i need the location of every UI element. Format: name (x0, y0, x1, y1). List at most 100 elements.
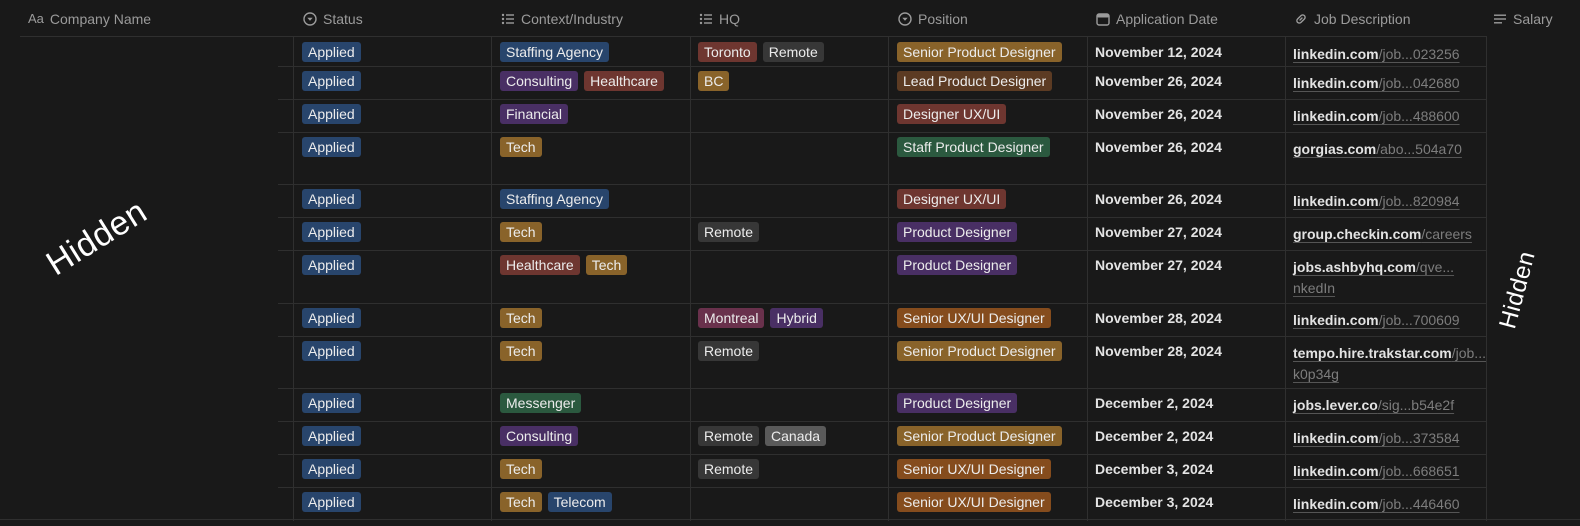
application-date-cell[interactable]: December 2, 2024 (1095, 395, 1214, 411)
job-description-link[interactable]: linkedin.com/job...668651 (1293, 461, 1460, 482)
position-cell[interactable]: Senior Product Designer (897, 42, 1062, 62)
job-description-link[interactable]: jobs.lever.co/sig...b54e2f (1293, 395, 1454, 416)
job-description-cell[interactable]: jobs.lever.co/sig...b54e2f (1293, 395, 1483, 416)
column-header-hq[interactable]: HQ (698, 0, 740, 37)
hq-cell[interactable]: Montreal Hybrid (698, 308, 823, 328)
table-row[interactable]: Applied Tech Telecom Senior UX/UI Designer D… (0, 487, 1580, 519)
table-row[interactable]: Applied Financial Designer UX/UI November 2… (0, 99, 1580, 132)
application-date-cell[interactable]: December 2, 2024 (1095, 428, 1214, 444)
column-header-status[interactable]: Status (302, 0, 363, 37)
job-description-link[interactable]: tempo.hire.trakstar.com/job... k0p34g (1293, 343, 1486, 385)
job-description-cell[interactable]: group.checkin.com/careers (1293, 224, 1483, 245)
column-header-company-name[interactable]: Aa Company Name (28, 0, 151, 37)
context-industry-cell[interactable]: Staffing Agency (500, 42, 610, 62)
job-description-cell[interactable]: linkedin.com/job...820984 (1293, 191, 1483, 212)
table-row[interactable]: Applied Staffing Agency Toronto Remote Senio… (0, 37, 1580, 66)
table-row[interactable]: Applied Consulting Remote Canada Senior Prod… (0, 421, 1580, 454)
application-date-cell[interactable]: November 28, 2024 (1095, 310, 1222, 326)
context-industry-cell[interactable]: Tech (500, 137, 542, 157)
application-date-cell[interactable]: November 26, 2024 (1095, 106, 1222, 122)
application-date-cell[interactable]: November 28, 2024 (1095, 343, 1222, 359)
application-date-cell[interactable]: November 26, 2024 (1095, 139, 1222, 155)
application-date-cell[interactable]: December 3, 2024 (1095, 494, 1214, 510)
job-description-link[interactable]: linkedin.com/job...820984 (1293, 191, 1460, 212)
hq-cell[interactable]: Remote Canada (698, 426, 827, 446)
status-cell[interactable]: Applied (302, 459, 361, 479)
job-description-link[interactable]: linkedin.com/job...700609 (1293, 310, 1460, 331)
status-cell[interactable]: Applied (302, 492, 361, 512)
job-description-link[interactable]: linkedin.com/job...042680 (1293, 73, 1460, 94)
application-date-cell[interactable]: November 27, 2024 (1095, 224, 1222, 240)
table-row[interactable]: Applied Tech Staff Product Designer Novembe… (0, 132, 1580, 184)
job-description-link[interactable]: gorgias.com/abo...504a70 (1293, 139, 1462, 160)
column-header-salary[interactable]: Salary (1492, 0, 1553, 37)
column-header-application-date[interactable]: Application Date (1095, 0, 1218, 37)
table-row[interactable]: Applied Consulting Healthcare BC Lead Produc… (0, 66, 1580, 99)
hq-cell[interactable]: BC (698, 71, 730, 91)
status-cell[interactable]: Applied (302, 189, 361, 209)
hq-cell[interactable]: Remote (698, 341, 760, 361)
table-row[interactable]: Applied Healthcare Tech Product Designer Nov… (0, 250, 1580, 303)
job-description-link[interactable]: linkedin.com/job...373584 (1293, 428, 1460, 449)
context-industry-cell[interactable]: Healthcare Tech (500, 255, 628, 275)
table-row[interactable]: Applied Tech Remote Senior Product Designer… (0, 336, 1580, 388)
job-description-link[interactable]: group.checkin.com/careers (1293, 224, 1472, 245)
position-cell[interactable]: Senior UX/UI Designer (897, 459, 1051, 479)
position-cell[interactable]: Product Designer (897, 222, 1018, 242)
position-cell[interactable]: Senior Product Designer (897, 426, 1062, 446)
job-description-cell[interactable]: linkedin.com/job...023256 (1293, 44, 1483, 65)
position-cell[interactable]: Senior Product Designer (897, 341, 1062, 361)
status-cell[interactable]: Applied (302, 222, 361, 242)
table-row[interactable]: Applied Tech Remote Senior UX/UI Designer De… (0, 454, 1580, 487)
job-description-cell[interactable]: linkedin.com/job...042680 (1293, 73, 1483, 94)
position-cell[interactable]: Staff Product Designer (897, 137, 1050, 157)
job-description-cell[interactable]: linkedin.com/job...373584 (1293, 428, 1483, 449)
hq-cell[interactable]: Remote (698, 459, 760, 479)
position-cell[interactable]: Designer UX/UI (897, 104, 1007, 124)
context-industry-cell[interactable]: Consulting (500, 426, 579, 446)
table-row[interactable]: Applied Tech Remote Product Designer Novembe… (0, 217, 1580, 250)
context-industry-cell[interactable]: Tech (500, 341, 542, 361)
job-description-cell[interactable]: gorgias.com/abo...504a70 (1293, 139, 1483, 160)
status-cell[interactable]: Applied (302, 393, 361, 413)
job-description-link[interactable]: linkedin.com/job...488600 (1293, 106, 1460, 127)
position-cell[interactable]: Senior UX/UI Designer (897, 492, 1051, 512)
context-industry-cell[interactable]: Staffing Agency (500, 189, 610, 209)
status-cell[interactable]: Applied (302, 255, 361, 275)
job-description-cell[interactable]: linkedin.com/job...700609 (1293, 310, 1483, 331)
hq-cell[interactable]: Toronto Remote (698, 42, 824, 62)
table-row[interactable]: Applied Staffing Agency Designer UX/UI Nove… (0, 184, 1580, 217)
context-industry-cell[interactable]: Tech (500, 308, 542, 328)
column-header-position[interactable]: Position (897, 0, 968, 37)
context-industry-cell[interactable]: Financial (500, 104, 569, 124)
context-industry-cell[interactable]: Tech Telecom (500, 492, 612, 512)
application-date-cell[interactable]: December 3, 2024 (1095, 461, 1214, 477)
hq-cell[interactable]: Remote (698, 222, 760, 242)
job-description-cell[interactable]: tempo.hire.trakstar.com/job... k0p34g (1293, 343, 1486, 385)
position-cell[interactable]: Designer UX/UI (897, 189, 1007, 209)
status-cell[interactable]: Applied (302, 426, 361, 446)
status-cell[interactable]: Applied (302, 308, 361, 328)
job-description-link[interactable]: linkedin.com/job...446460 (1293, 494, 1460, 515)
application-date-cell[interactable]: November 27, 2024 (1095, 257, 1222, 273)
position-cell[interactable]: Lead Product Designer (897, 71, 1053, 91)
status-cell[interactable]: Applied (302, 137, 361, 157)
job-description-cell[interactable]: jobs.ashbyhq.com/qve... nkedIn (1293, 257, 1483, 299)
context-industry-cell[interactable]: Tech (500, 222, 542, 242)
status-cell[interactable]: Applied (302, 42, 361, 62)
job-description-cell[interactable]: linkedin.com/job...446460 (1293, 494, 1483, 515)
context-industry-cell[interactable]: Tech (500, 459, 542, 479)
job-description-link[interactable]: jobs.ashbyhq.com/qve... nkedIn (1293, 257, 1454, 299)
table-row[interactable]: Applied Tech Montreal Hybrid Senior UX/UI De… (0, 303, 1580, 336)
position-cell[interactable]: Senior UX/UI Designer (897, 308, 1051, 328)
job-description-cell[interactable]: linkedin.com/job...668651 (1293, 461, 1483, 482)
position-cell[interactable]: Product Designer (897, 255, 1018, 275)
job-description-link[interactable]: linkedin.com/job...023256 (1293, 44, 1460, 65)
application-date-cell[interactable]: November 26, 2024 (1095, 191, 1222, 207)
status-cell[interactable]: Applied (302, 341, 361, 361)
position-cell[interactable]: Product Designer (897, 393, 1018, 413)
application-date-cell[interactable]: November 12, 2024 (1095, 44, 1222, 60)
application-date-cell[interactable]: November 26, 2024 (1095, 73, 1222, 89)
context-industry-cell[interactable]: Messenger (500, 393, 582, 413)
column-header-job-description[interactable]: Job Description (1293, 0, 1411, 37)
